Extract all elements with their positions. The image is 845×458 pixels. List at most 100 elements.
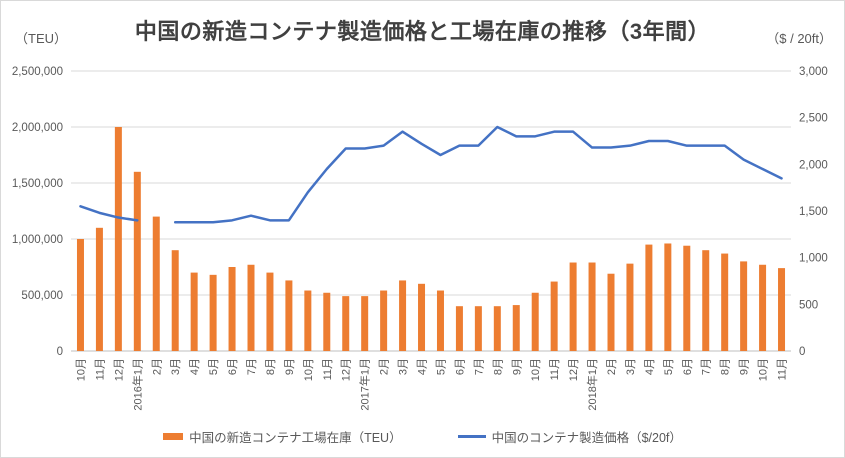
inventory-bar [550,281,558,351]
x-axis-tick-label: 4月 [644,358,656,375]
x-axis-tick-label: 12月 [341,358,353,381]
y-axis-right-tick-label: 1,000 [799,253,828,265]
inventory-bar [361,296,369,351]
y-axis-left-tick-label: 2,000,000 [12,122,63,134]
x-axis-tick-label: 7月 [473,358,485,375]
x-axis-tick-label: 9月 [739,358,751,375]
y-axis-left-tick-label: 500,000 [21,290,63,302]
y-axis-right-tick-label: 2,500 [799,113,828,125]
inventory-bar [531,292,539,351]
inventory-bar [95,227,103,351]
inventory-bar [759,264,767,351]
x-axis-tick-label: 12月 [113,358,125,381]
x-axis-tick-label: 6月 [454,358,466,375]
inventory-bar [512,305,520,351]
x-axis-tick-label: 4月 [417,358,429,375]
x-axis-tick-label: 10月 [75,358,87,381]
left-axis-unit-label: （TEU） [15,31,68,46]
y-axis-left-tick-label: 1,500,000 [12,178,63,190]
x-axis-tick-label: 11月 [549,358,561,380]
inventory-bar [133,171,141,351]
x-axis-tick-label: 11月 [322,358,334,380]
price-line [79,205,139,222]
x-axis-tick-label: 2月 [151,358,163,375]
x-axis-tick-label: 2月 [606,358,618,375]
x-axis-tick-label: 3月 [625,358,637,375]
x-axis-tick-label: 11月 [94,358,106,380]
price-line [173,125,783,224]
x-axis-tick-label: 12月 [568,358,580,381]
y-axis-left-tick-label: 0 [57,346,63,358]
inventory-bar [247,264,255,351]
x-axis-tick-label: 6月 [682,358,694,375]
x-axis-tick-label: 5月 [435,358,447,375]
inventory-bar [569,262,577,351]
x-axis-tick-label: 11月 [777,358,789,380]
inventory-bar [626,263,634,351]
x-axis-tick-label: 3月 [398,358,410,375]
chart-title: 中国の新造コンテナ製造価格と工場在庫の推移（3年間） [134,19,711,44]
inventory-bar [436,290,444,351]
inventory-bar [778,268,786,351]
x-axis-tick-label: 8月 [492,358,504,375]
x-axis-tick-label: 9月 [284,358,296,375]
inventory-bar [740,261,748,351]
inventory-bar [455,306,463,351]
inventory-series-swatch-icon [163,433,184,440]
inventory-bar [702,250,710,351]
inventory-bar [266,272,274,351]
inventory-bar [342,296,350,351]
inventory-bar [152,216,160,351]
legend-item-price: 中国のコンテナ製造価格（$/20f） [457,427,682,446]
inventory-bar [721,253,729,351]
y-axis-right-tick-label: 1,500 [799,206,828,218]
inventory-bar [171,250,179,351]
x-axis-tick-label: 2018年1月 [585,358,599,411]
inventory-bar [683,245,691,351]
inventory-bar [664,243,672,351]
y-axis-right-tick-label: 500 [799,299,818,311]
x-axis-tick-label: 8月 [265,358,277,375]
x-axis-tick-label: 3月 [170,358,182,375]
inventory-bar [418,283,426,351]
inventory-bar [588,262,596,351]
legend: 中国の新造コンテナ工場在庫（TEU） 中国のコンテナ製造価格（$/20f） [1,427,844,446]
inventory-bar [209,274,217,351]
inventory-bar [323,292,331,351]
inventory-bar [493,306,501,351]
y-axis-right-tick-label: 2,000 [799,159,828,171]
right-axis-unit-label: （$ / 20ft） [766,31,832,46]
legend-price-label: 中国のコンテナ製造価格（$/20f） [491,431,682,445]
x-axis-tick-label: 10月 [758,358,770,381]
x-axis-tick-label: 5月 [663,358,675,375]
legend-inventory-label: 中国の新造コンテナ工場在庫（TEU） [189,431,402,445]
x-axis-tick-label: 2月 [379,358,391,375]
inventory-bar [228,267,236,351]
inventory-bar [645,244,653,351]
inventory-bar [607,273,615,351]
inventory-bar [285,280,293,351]
price-series-swatch-icon [457,435,486,438]
inventory-bar [76,239,84,351]
x-axis-tick-label: 8月 [720,358,732,375]
x-axis-tick-label: 6月 [227,358,239,375]
inventory-bar [190,272,198,351]
inventory-bar [474,306,482,351]
x-axis-tick-label: 10月 [530,358,542,381]
x-axis-tick-label: 2017年1月 [358,358,372,411]
inventory-bar [399,280,407,351]
y-axis-left-tick-label: 2,500,000 [12,66,63,78]
x-axis-tick-label: 7月 [246,358,258,375]
y-axis-right-tick-label: 0 [799,346,805,358]
x-axis-tick-label: 10月 [303,358,315,381]
inventory-bar [380,290,388,351]
y-axis-right-tick-label: 3,000 [799,66,828,78]
inventory-bar [304,290,312,351]
x-axis-tick-label: 2016年1月 [130,358,144,411]
y-axis-left-tick-label: 1,000,000 [12,234,63,246]
x-axis-tick-label: 9月 [511,358,523,375]
x-axis-tick-label: 4月 [189,358,201,375]
inventory-bar [114,127,122,351]
